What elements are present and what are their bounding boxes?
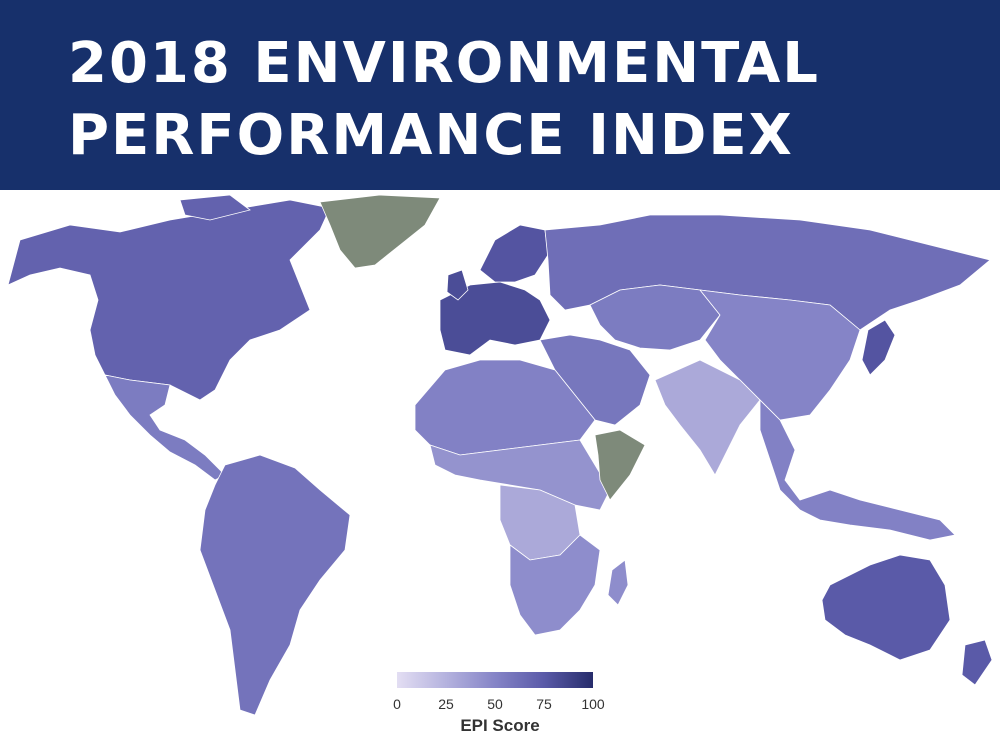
region-mexico-central-america (104, 374, 226, 481)
legend-title: EPI Score (460, 716, 540, 735)
color-legend: 0 25 50 75 100 EPI Score (380, 670, 620, 740)
region-south-america (199, 454, 351, 716)
title-banner: 2018 ENVIRONMENTAL PERFORMANCE INDEX (0, 0, 1000, 190)
world-map (0, 190, 1000, 744)
legend-tick-label: 25 (438, 696, 454, 712)
region-china (699, 289, 861, 421)
region-europe-west (446, 269, 469, 301)
region-southern-africa (509, 534, 601, 636)
legend-tick-label: 50 (487, 696, 503, 712)
region-greenland (319, 194, 441, 269)
region-north-america (179, 194, 251, 221)
legend-gradient-bar (397, 672, 593, 688)
legend-tick-label: 100 (581, 696, 605, 712)
region-japan (861, 319, 896, 376)
legend-tick-label: 75 (536, 696, 552, 712)
region-south-asia (654, 359, 761, 476)
world-map-svg (7, 194, 993, 716)
title-line-1: 2018 ENVIRONMENTAL (68, 31, 820, 96)
region-sub-saharan-africa (429, 439, 611, 511)
region-australia (821, 554, 951, 661)
region-scandinavia (479, 224, 549, 283)
legend-tick-label: 0 (393, 696, 401, 712)
region-southern-africa (607, 559, 629, 606)
region-central-asia (589, 284, 721, 351)
region-horn-of-africa (594, 429, 646, 501)
title-line-2: PERFORMANCE INDEX (68, 103, 794, 168)
region-southeast-asia (759, 399, 956, 541)
region-australia (961, 639, 993, 686)
region-north-america (7, 199, 331, 401)
